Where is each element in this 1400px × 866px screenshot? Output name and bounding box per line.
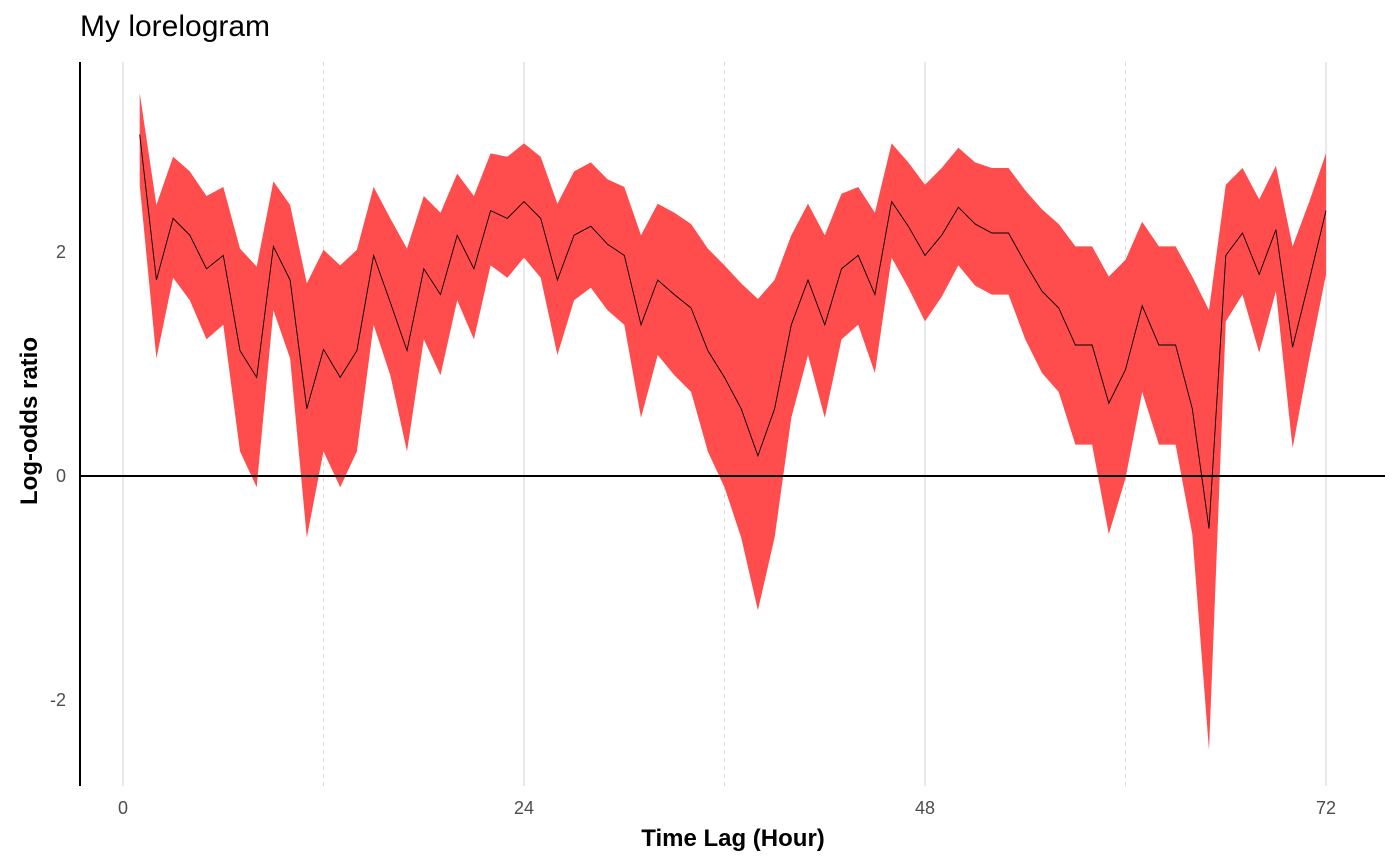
x-tick-label: 72 <box>1316 798 1336 818</box>
x-tick-label: 0 <box>118 798 128 818</box>
y-tick-label: 0 <box>56 466 66 486</box>
y-tick-label: 2 <box>56 242 66 262</box>
ribbon-layer <box>139 93 1327 751</box>
x-tick-label: 24 <box>514 798 534 818</box>
line-layer <box>139 134 1327 529</box>
x-tick-label: 48 <box>915 798 935 818</box>
confidence-ribbon <box>139 93 1327 751</box>
x-axis-title: Time Lag (Hour) <box>641 825 825 852</box>
axis-layer: -2 0 2 0 24 48 72 <box>50 62 1385 818</box>
y-axis-title: Log-odds ratio <box>16 337 43 505</box>
chart-title: My lorelogram <box>80 10 271 43</box>
y-tick-label: -2 <box>50 690 66 710</box>
series-line <box>139 134 1327 529</box>
